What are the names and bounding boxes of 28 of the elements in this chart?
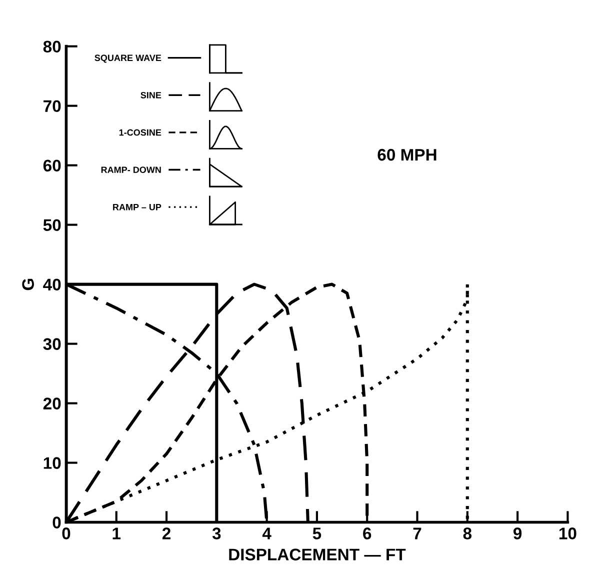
legend-label: RAMP – UP — [113, 204, 162, 210]
y-tick-label: 60 — [43, 160, 61, 172]
y-tick-label: 70 — [44, 100, 61, 112]
annotation: 60 MPH — [378, 148, 436, 161]
x-tick-label: 4 — [262, 528, 272, 540]
y-tick-label: 10 — [44, 457, 61, 469]
x-tick-label: 5 — [312, 528, 322, 540]
y-axis-title: G — [22, 278, 34, 290]
x-tick-label: 1 — [112, 528, 121, 540]
y-tick-label: 40 — [43, 278, 61, 290]
x-tick-label: 7 — [413, 528, 422, 540]
legend-label: SINE — [140, 92, 162, 98]
x-tick-label: 10 — [559, 528, 576, 540]
x-tick-label: 9 — [513, 528, 522, 540]
x-tick-label: 3 — [212, 528, 221, 540]
y-tick-label: 80 — [43, 40, 61, 53]
legend-label: SQUARE WAVE — [94, 54, 162, 63]
legend-label: 1-COSINE — [119, 129, 162, 136]
y-tick-label: 50 — [43, 219, 61, 231]
x-axis-title: DISPLACEMENT — FT — [229, 548, 406, 560]
y-tick-label: 20 — [43, 398, 61, 410]
x-tick-label: 0 — [62, 528, 70, 540]
x-tick-label: 8 — [463, 528, 472, 540]
y-tick-label: 0 — [52, 516, 61, 528]
x-tick-label: 2 — [162, 528, 170, 540]
x-tick-label: 6 — [363, 528, 372, 540]
y-tick-label: 30 — [43, 338, 61, 350]
legend-label: RAMP- DOWN — [101, 166, 161, 173]
